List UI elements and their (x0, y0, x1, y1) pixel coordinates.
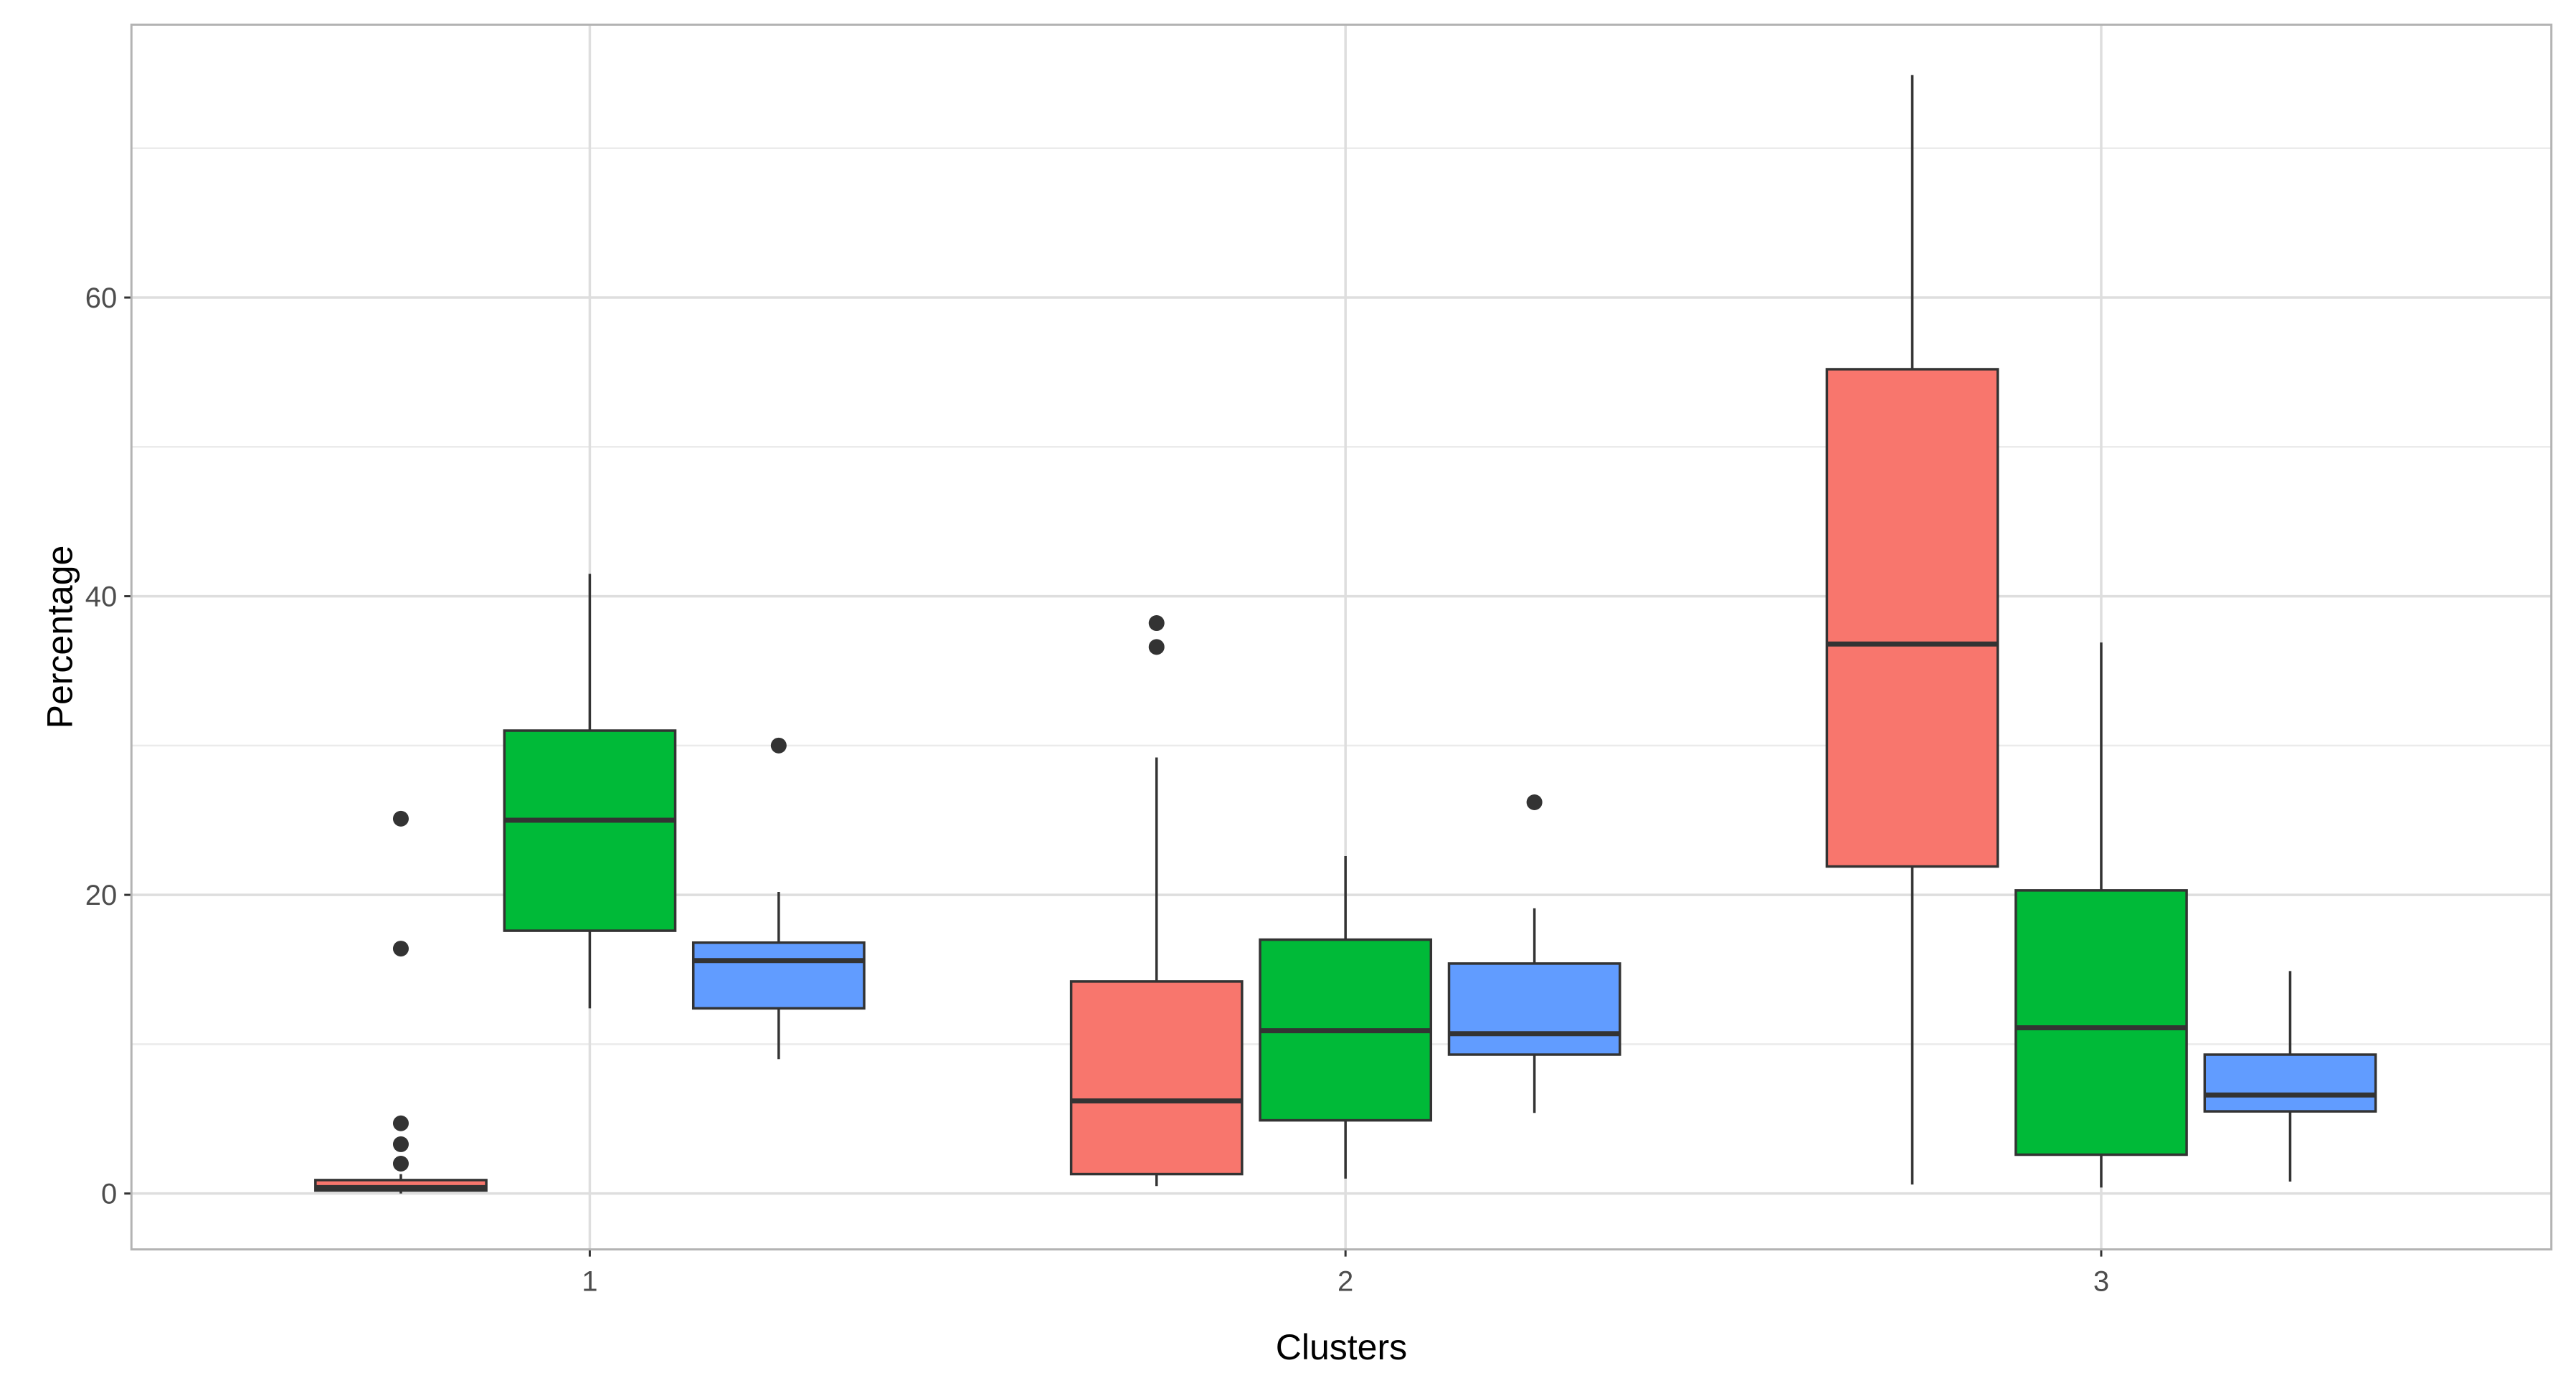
panel-border (130, 23, 2553, 1251)
y-axis-title: Percentage (39, 546, 80, 729)
box-2-3-outlier-point (1526, 794, 1543, 810)
box-layer (314, 75, 2377, 1194)
box-1-1-outlier-point (392, 1156, 409, 1172)
box-3-3-iqr-box (2203, 1053, 2377, 1113)
y-tick-label: 0 (101, 1179, 117, 1210)
y-tick-label: 40 (85, 581, 118, 613)
x-axis-title: Clusters (1276, 1327, 1407, 1367)
box-3-2-iqr-box (2014, 889, 2188, 1156)
box-2-1-iqr-box (1069, 980, 1244, 1176)
x-tick-label: 2 (1337, 1266, 1353, 1298)
box-group-cluster-1 (314, 574, 866, 1194)
axis-layer: 0 20 40 60 1 2 3 (85, 23, 2553, 1298)
y-tick-label: 20 (85, 880, 118, 911)
y-tick-label: 60 (85, 282, 118, 314)
box-1-1-outlier-point (392, 1136, 409, 1152)
box-1-1-outlier-point (392, 941, 409, 957)
box-2-1-outlier-point (1148, 615, 1165, 632)
box-1-3-iqr-box (691, 941, 866, 1010)
x-tick-label: 1 (582, 1266, 597, 1298)
x-tick-label: 3 (2093, 1266, 2109, 1298)
box-group-cluster-2 (1069, 615, 1621, 1187)
box-1-1-outlier-point (392, 1115, 409, 1131)
box-2-3-iqr-box (1447, 962, 1621, 1056)
box-1-2-iqr-box (503, 729, 677, 932)
box-1-1-outlier-point (392, 810, 409, 827)
box-group-cluster-3 (1825, 75, 2377, 1188)
box-2-1-outlier-point (1148, 639, 1165, 655)
box-1-3-outlier-point (770, 737, 787, 754)
box-3-1-iqr-box (1825, 368, 1999, 868)
